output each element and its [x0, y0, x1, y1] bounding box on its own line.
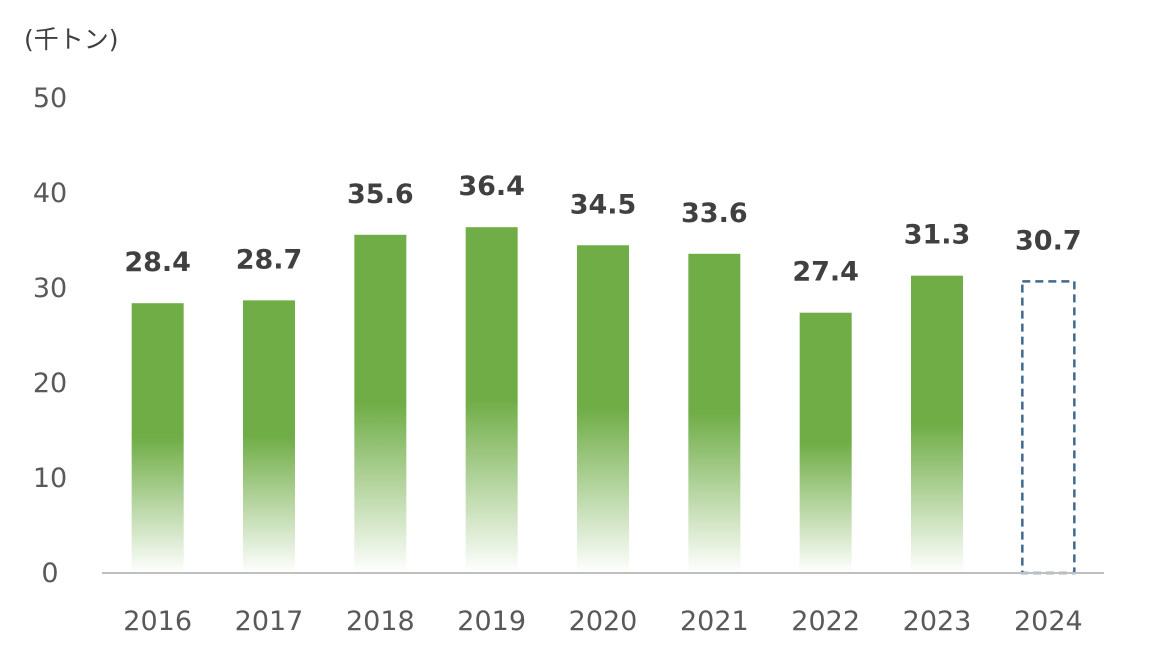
- value-label: 35.6: [347, 179, 414, 210]
- x-tick-label: 2018: [346, 606, 415, 637]
- bar: [465, 227, 518, 573]
- bar: [131, 303, 184, 573]
- value-labels: 28.4 28.7 35.6 36.4 34.5 33.6 27.4 31.3 30.7: [124, 171, 1081, 288]
- x-tick-label: 2016: [123, 606, 192, 637]
- y-tick-label: 20: [33, 368, 67, 399]
- value-label: 28.7: [236, 244, 303, 275]
- value-label: 36.4: [458, 171, 525, 202]
- bar: [354, 234, 407, 574]
- x-tick-label: 2022: [791, 606, 860, 637]
- value-label: 34.5: [570, 189, 637, 220]
- x-tick-label: 2019: [457, 606, 526, 637]
- value-label: 28.4: [124, 247, 191, 278]
- unit-label: (千トン): [24, 25, 119, 54]
- x-tick-label: 2024: [1014, 606, 1083, 637]
- y-tick-label: 50: [33, 83, 67, 114]
- y-axis: 0 10 20 30 40 50: [33, 83, 67, 589]
- bar: [577, 245, 629, 573]
- value-label: 30.7: [1015, 225, 1082, 256]
- y-tick-label: 0: [41, 558, 58, 589]
- x-tick-label: 2021: [680, 606, 749, 637]
- y-tick-label: 40: [33, 178, 67, 209]
- x-axis: 2016 2017 2018 2019 2020 2021 2022 2023 2024: [102, 572, 1104, 637]
- bars: [131, 227, 1076, 575]
- y-tick-label: 10: [33, 463, 67, 494]
- x-tick-label: 2017: [235, 606, 304, 637]
- bar: [799, 312, 852, 573]
- bar-estimate: [1021, 280, 1076, 575]
- value-label: 31.3: [904, 220, 971, 251]
- bar: [911, 275, 963, 573]
- value-label: 33.6: [681, 198, 748, 229]
- bar: [688, 253, 741, 574]
- y-tick-label: 30: [33, 273, 67, 304]
- x-tick-label: 2020: [569, 606, 638, 637]
- x-tick-label: 2023: [903, 606, 972, 637]
- bar: [243, 300, 295, 573]
- value-label: 27.4: [792, 257, 859, 288]
